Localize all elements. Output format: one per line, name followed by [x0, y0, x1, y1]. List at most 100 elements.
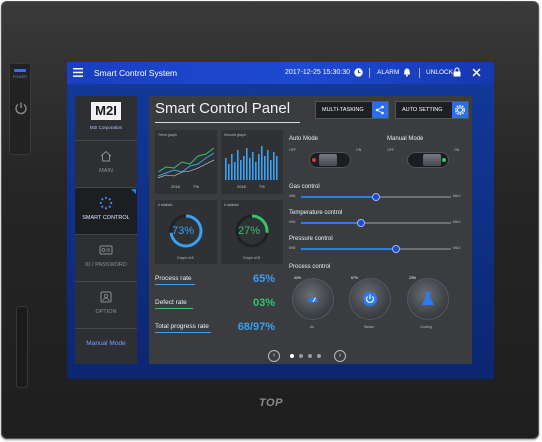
auto-mode-toggle[interactable] [309, 152, 351, 168]
hamburger-menu-icon[interactable] [73, 68, 83, 77]
sidebar-item-id-password[interactable]: ID / PASSWORD [75, 235, 137, 282]
total-progress-row: Total progress rate 68/97% [155, 321, 275, 339]
rate-underline [155, 284, 195, 285]
slider-min-label: MIN [289, 246, 296, 250]
separator [419, 68, 420, 78]
slider-min-label: MIN [289, 194, 296, 198]
active-corner-marker [131, 189, 136, 194]
rate-underline [155, 332, 211, 333]
manual-mode-toggle[interactable] [407, 152, 449, 168]
second-graph-card: Second graph 2016 7% [221, 130, 283, 194]
slider-max-label: MAX [453, 194, 461, 198]
title-underline [155, 122, 300, 123]
page-dot[interactable] [299, 354, 303, 358]
sidebar-item-label: ID / PASSWORD [85, 262, 127, 268]
auto-setting-button[interactable]: AUTO SETTING [395, 101, 469, 119]
page-dot[interactable] [290, 354, 294, 358]
legend-pct: 7% [193, 184, 199, 189]
on-indicator-light [442, 158, 446, 162]
page-dot[interactable] [317, 354, 321, 358]
cooling-knob[interactable] [407, 278, 449, 320]
knob-label: Steam [364, 325, 375, 329]
rate-label: Total progress rate [155, 323, 209, 330]
flask-icon [422, 292, 434, 305]
temperature-slider-track[interactable] [301, 222, 451, 224]
trend-graph-card: Trend graph 2016 7% [155, 130, 217, 194]
rate-label: Defect rate [155, 299, 187, 306]
slider-max-label: MAX [453, 220, 461, 224]
close-icon[interactable] [472, 68, 481, 77]
bell-icon[interactable] [402, 67, 412, 77]
gauge-sublabel: Graph of A [177, 256, 194, 260]
pressure-control-title: Pressure control [289, 236, 333, 242]
toggle-off-label: OFF [387, 148, 394, 152]
chart-title: Second graph [224, 133, 246, 137]
lock-icon[interactable] [453, 67, 461, 77]
gauge-value: 27% [238, 225, 261, 237]
pressure-slider-handle[interactable] [391, 245, 400, 253]
multitasking-label: MULTI-TASKING [322, 107, 364, 113]
separator [369, 68, 370, 78]
multitasking-button[interactable]: MULTI-TASKING [315, 101, 389, 119]
option-icon [100, 291, 112, 303]
knob-label: Air [310, 325, 315, 329]
auto-setting-label: AUTO SETTING [402, 107, 443, 113]
steam-knob[interactable] [349, 278, 391, 320]
gauge-value: 73% [172, 225, 195, 237]
knob-label: Cooling [420, 325, 432, 329]
process-rate-row: Process rate 65% [155, 273, 275, 291]
toggle-handle [319, 154, 337, 166]
gauge-title: # statistic [158, 203, 173, 207]
power-icon [363, 292, 377, 306]
manual-mode-title: Manual Mode [387, 136, 424, 142]
toggle-on-label: ON [356, 148, 362, 152]
mode-indicator: Manual Mode [86, 340, 126, 347]
pressure-slider-fill [301, 248, 396, 250]
logo-mark: M2I [91, 102, 121, 120]
gas-slider-handle[interactable] [372, 193, 380, 201]
knob-percent: 67% [351, 276, 359, 280]
temperature-slider-handle[interactable] [357, 219, 365, 227]
sidebar-item-smart-control[interactable]: SMART CONTROL [75, 188, 137, 235]
sidebar-item-label: MAIN [99, 168, 113, 174]
page-dot[interactable] [308, 354, 312, 358]
power-led [14, 69, 26, 72]
next-page-button[interactable]: › [334, 350, 346, 362]
sidebar-item-option[interactable]: OPTION [75, 282, 137, 329]
statistic-card-b: # statistic 27% Graph of B [221, 200, 283, 264]
defect-rate-row: Defect rate 03% [155, 297, 275, 315]
prev-page-button[interactable]: ‹ [268, 350, 280, 362]
hmi-screen: Smart Control System 2017-12-25 15:30:30… [67, 62, 494, 379]
toggle-off-label: OFF [289, 148, 296, 152]
auto-mode-title: Auto Mode [289, 136, 319, 142]
brand-logo: TOP [259, 397, 283, 409]
rate-value: 03% [252, 297, 275, 309]
trend-line-chart [158, 147, 214, 179]
alarm-label[interactable]: ALARM [377, 69, 400, 76]
temperature-slider-fill [301, 222, 361, 224]
air-knob[interactable] [292, 278, 334, 320]
side-panel [9, 63, 31, 155]
rate-underline [155, 308, 193, 309]
unlock-label[interactable]: UNLOCK [426, 69, 454, 76]
sidebar-item-main[interactable]: MAIN [75, 141, 137, 188]
gauge-ring-b [235, 214, 269, 248]
page-title: Smart Control Panel [155, 100, 291, 117]
usb-slot [16, 306, 28, 388]
rate-value: 68/97% [237, 321, 275, 333]
toggle-handle [423, 154, 441, 166]
company-logo: M2I M2I Corporation [75, 96, 137, 141]
smart-control-panel: Smart Control Panel MULTI-TASKING AUTO S… [149, 96, 472, 364]
id-card-icon [99, 245, 113, 255]
legend-pct: 7% [259, 184, 265, 189]
rate-value: 65% [252, 273, 275, 285]
power-button-icon[interactable] [14, 101, 28, 115]
toggle-on-label: ON [454, 148, 460, 152]
power-label: POWER [12, 75, 28, 79]
process-control-title: Process control [289, 264, 331, 270]
gauge-ring-a [169, 214, 203, 248]
logo-subtitle: M2I Corporation [89, 125, 123, 130]
gauge-icon [308, 297, 318, 303]
temperature-control-title: Temperature control [289, 210, 343, 216]
knob-percent: 42% [294, 276, 302, 280]
